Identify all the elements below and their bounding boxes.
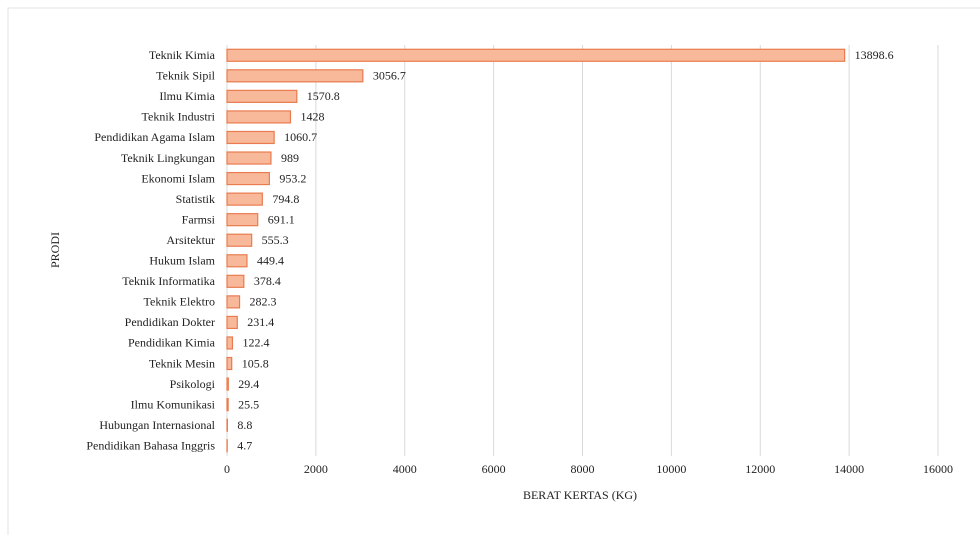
value-label: 282.3 xyxy=(250,295,277,309)
value-label: 122.4 xyxy=(242,336,269,350)
bar xyxy=(226,377,229,391)
y-tick-label: Arsitektur xyxy=(166,233,215,247)
x-axis-label: BERAT KERTAS (KG) xyxy=(523,488,637,502)
value-label: 25.5 xyxy=(238,397,259,411)
value-label: 378.4 xyxy=(254,274,281,288)
y-tick-label: Farmsi xyxy=(182,212,216,226)
y-axis-label: PRODI xyxy=(48,232,62,268)
value-label: 105.8 xyxy=(242,356,269,370)
y-tick-label: Pendidikan Agama Islam xyxy=(94,130,215,144)
chart-frame xyxy=(7,7,980,535)
value-label: 691.1 xyxy=(268,212,295,226)
x-tick-label: 8000 xyxy=(571,462,595,476)
value-label: 989 xyxy=(281,151,299,165)
value-label: 1570.8 xyxy=(307,89,340,103)
y-tick-label: Teknik Sipil xyxy=(156,69,215,83)
y-tick-label: Teknik Kimia xyxy=(149,48,216,62)
bar xyxy=(226,336,234,350)
y-tick-label: Pendidikan Kimia xyxy=(128,336,216,350)
bar xyxy=(226,89,298,103)
value-label: 29.4 xyxy=(238,377,259,391)
bar xyxy=(226,110,292,124)
value-label: 555.3 xyxy=(262,233,289,247)
x-tick-label: 4000 xyxy=(393,462,417,476)
y-tick-label: Ilmu Komunikasi xyxy=(131,397,216,411)
x-tick-label: 14000 xyxy=(834,462,864,476)
bar xyxy=(226,315,238,330)
x-tick-label: 0 xyxy=(224,462,230,476)
value-label: 1060.7 xyxy=(284,130,317,144)
x-tick-label: 16000 xyxy=(923,462,953,476)
value-label: 4.7 xyxy=(237,438,252,452)
value-label: 449.4 xyxy=(257,254,284,268)
bar xyxy=(226,356,233,371)
bar xyxy=(226,48,846,62)
y-tick-label: Hukum Islam xyxy=(149,254,215,268)
bar xyxy=(226,151,272,165)
value-label: 1428 xyxy=(300,110,324,124)
y-tick-label: Statistik xyxy=(176,192,215,206)
x-tick-label: 12000 xyxy=(745,462,775,476)
value-label: 8.8 xyxy=(237,418,252,432)
value-label: 794.8 xyxy=(272,192,299,206)
bar xyxy=(226,192,263,206)
y-tick-label: Pendidikan Bahasa Inggris xyxy=(86,438,215,452)
y-tick-label: Teknik Lingkungan xyxy=(121,151,215,165)
y-tick-label: Ilmu Kimia xyxy=(159,89,215,103)
value-label: 13898.6 xyxy=(855,48,894,62)
y-tick-label: Ekonomi Islam xyxy=(141,171,215,185)
bar xyxy=(226,233,253,247)
value-label: 231.4 xyxy=(247,315,274,329)
bar xyxy=(226,274,245,288)
y-tick-label: Hubungan Internasional xyxy=(99,418,215,432)
y-tick-label: Psikologi xyxy=(170,377,216,391)
y-tick-label: Teknik Informatika xyxy=(122,274,215,288)
x-tick-label: 6000 xyxy=(482,462,506,476)
bar xyxy=(226,69,364,83)
bar xyxy=(226,398,229,412)
bar xyxy=(226,130,275,145)
x-tick-label: 2000 xyxy=(304,462,328,476)
y-tick-label: Pendidikan Dokter xyxy=(125,315,215,329)
x-tick-label: 10000 xyxy=(656,462,686,476)
value-label: 953.2 xyxy=(279,171,306,185)
value-label: 3056.7 xyxy=(373,69,406,83)
bar xyxy=(226,171,270,186)
bar xyxy=(226,213,259,227)
bar xyxy=(226,254,248,268)
y-tick-label: Teknik Elektro xyxy=(144,295,215,309)
bar xyxy=(226,295,241,309)
y-tick-label: Teknik Mesin xyxy=(149,356,215,370)
y-tick-label: Teknik Industri xyxy=(142,110,216,124)
